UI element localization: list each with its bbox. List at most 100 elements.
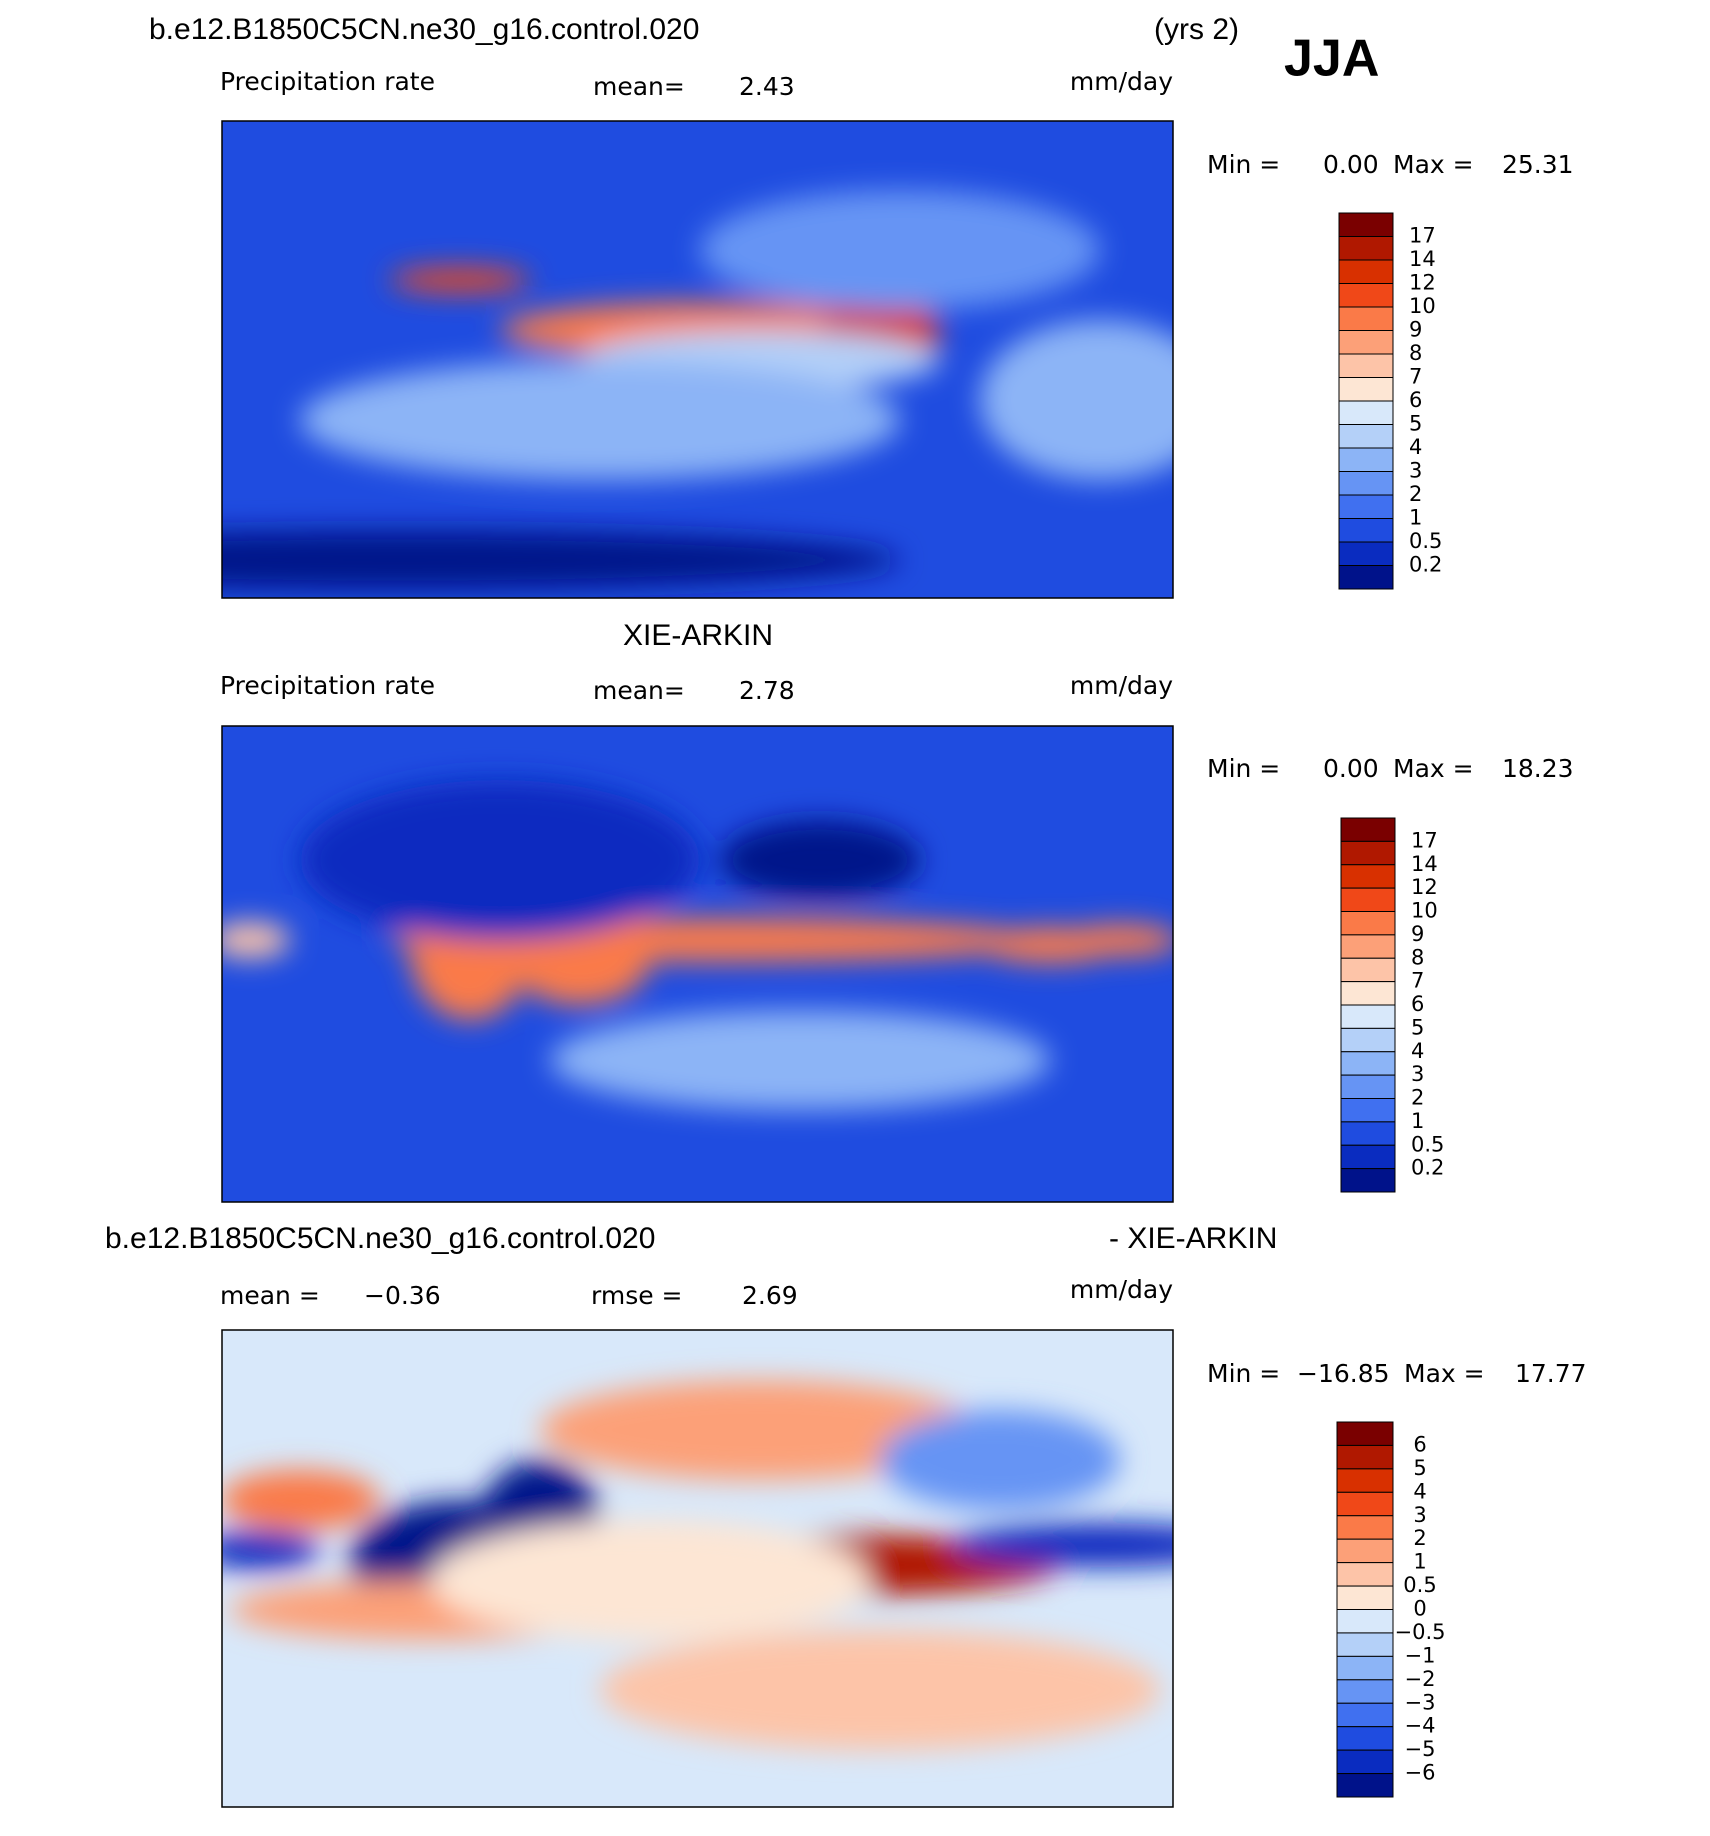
colorbar-box <box>1336 1515 1394 1540</box>
colorbar-label: 2 <box>1413 1526 1426 1550</box>
colorbar-box <box>1338 353 1394 378</box>
units: mm/day <box>1070 671 1173 700</box>
colorbar-box <box>1340 1098 1396 1123</box>
case-title: b.e12.B1850C5CN.ne30_g16.control.020 <box>149 13 699 46</box>
max-label: Max = <box>1393 150 1474 179</box>
colorbar-box <box>1338 541 1394 566</box>
colorbar-box <box>1336 1538 1394 1564</box>
map-frame <box>221 725 1174 1203</box>
panel-title-right: - XIE-ARKIN <box>1109 1222 1277 1255</box>
colorbar-box <box>1340 1168 1396 1193</box>
max: 25.31 <box>1502 150 1574 179</box>
colorbar-box <box>1340 1027 1396 1053</box>
colorbar-label: 4 <box>1413 1479 1426 1503</box>
max: 17.77 <box>1515 1359 1587 1388</box>
colorbar-box <box>1336 1702 1394 1728</box>
mean: 2.78 <box>739 676 795 705</box>
mean: 2.43 <box>739 72 795 101</box>
colorbar-label: 12 <box>1411 875 1438 899</box>
mean-label: mean= <box>593 676 685 705</box>
min-label: Min = <box>1207 150 1280 179</box>
colorbar-box <box>1338 306 1394 331</box>
field-blob <box>600 1630 1160 1750</box>
min-label: Min = <box>1207 754 1280 783</box>
map <box>222 1330 1173 1807</box>
colorbar-box <box>1338 212 1394 237</box>
colorbar-label: 8 <box>1411 945 1424 969</box>
colorbar-label: −2 <box>1405 1667 1436 1691</box>
colorbar-box <box>1336 1491 1394 1517</box>
colorbar-box <box>1338 565 1394 590</box>
min: −16.85 <box>1297 1359 1390 1388</box>
colorbar-box <box>1340 817 1396 842</box>
field-blob <box>430 1520 870 1640</box>
season: JJA <box>1284 30 1379 88</box>
colorbar-label: −5 <box>1405 1737 1436 1761</box>
colorbar-label: 10 <box>1411 899 1438 923</box>
colorbar-label: 0.5 <box>1409 529 1442 553</box>
colorbar-box <box>1340 934 1396 959</box>
field-blob <box>550 1010 1050 1110</box>
colorbar-label: 4 <box>1409 435 1422 459</box>
colorbar-box <box>1338 236 1394 261</box>
mean: −0.36 <box>364 1281 441 1310</box>
colorbar-box <box>1340 1074 1396 1099</box>
colorbar-label: 14 <box>1409 247 1436 271</box>
colorbar-label: 2 <box>1409 482 1422 506</box>
colorbar-box <box>1336 1585 1394 1610</box>
colorbar-box <box>1338 471 1394 496</box>
colorbar-label: 3 <box>1413 1503 1426 1527</box>
colorbar-label: 7 <box>1411 969 1424 993</box>
colorbar-label: 5 <box>1409 412 1422 436</box>
map-frame <box>221 1329 1174 1808</box>
colorbar-label: 0.5 <box>1403 1573 1436 1597</box>
colorbar-box <box>1336 1773 1394 1798</box>
field-blob <box>390 268 530 292</box>
field-blob <box>222 1530 320 1570</box>
colorbar-label: 1 <box>1409 506 1422 530</box>
colorbar-label: 0.2 <box>1411 1156 1444 1180</box>
min: 0.00 <box>1323 754 1379 783</box>
mean-label: mean = <box>220 1281 320 1310</box>
min: 0.00 <box>1323 150 1379 179</box>
colorbar-label: −4 <box>1405 1714 1436 1738</box>
map-frame <box>221 120 1174 599</box>
colorbar-label: −6 <box>1405 1761 1436 1785</box>
max-label: Max = <box>1404 1359 1485 1388</box>
colorbar-label: 0.5 <box>1411 1132 1444 1156</box>
field <box>222 1380 1173 1750</box>
colorbar-box <box>1340 840 1396 866</box>
colorbar-label: 8 <box>1409 341 1422 365</box>
colorbar-label: −0.5 <box>1395 1620 1446 1644</box>
colorbar-label: 1 <box>1413 1550 1426 1574</box>
colorbar-label: 9 <box>1409 318 1422 342</box>
colorbar-label: 1 <box>1411 1109 1424 1133</box>
colorbar-label: 5 <box>1413 1456 1426 1480</box>
panel-title: XIE-ARKIN <box>623 619 773 652</box>
field-blob <box>880 1410 1120 1510</box>
colorbar-box <box>1340 1004 1396 1029</box>
field-blob <box>980 320 1173 480</box>
max-label: Max = <box>1393 754 1474 783</box>
map <box>222 121 1173 598</box>
colorbar-label: 7 <box>1409 365 1422 389</box>
colorbar-box <box>1336 1632 1394 1657</box>
colorbar-box <box>1340 887 1396 912</box>
colorbar-box <box>1336 1444 1394 1470</box>
colorbar-label: 2 <box>1411 1086 1424 1110</box>
colorbar-label: 5 <box>1411 1015 1424 1039</box>
field-blob <box>222 1470 380 1530</box>
colorbar-label: 12 <box>1409 271 1436 295</box>
colorbar-label: 3 <box>1409 459 1422 483</box>
colorbar-box <box>1336 1655 1394 1681</box>
colorbar-box <box>1336 1562 1394 1587</box>
colorbar-label: 10 <box>1409 294 1436 318</box>
colorbar-box <box>1336 1749 1394 1775</box>
colorbar-label: 17 <box>1409 224 1436 248</box>
colorbar-box <box>1338 377 1394 402</box>
field-blob <box>300 780 700 940</box>
colorbar-label: −1 <box>1405 1643 1436 1667</box>
colorbar-box <box>1336 1679 1394 1704</box>
field <box>222 780 1173 1110</box>
